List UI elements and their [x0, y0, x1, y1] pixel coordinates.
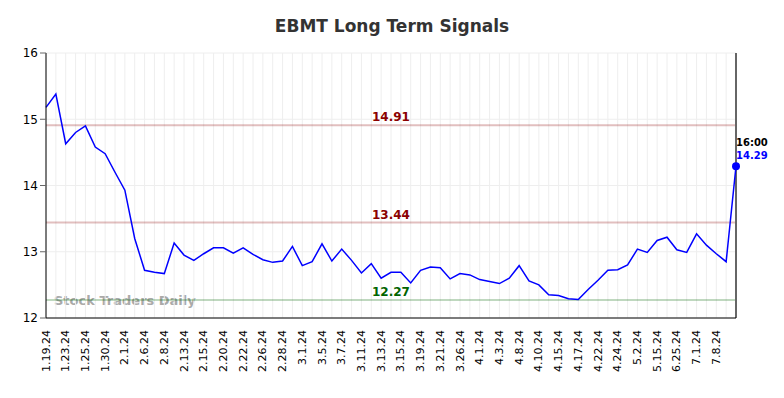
svg-text:2.22.24: 2.22.24 — [237, 330, 250, 372]
svg-text:16: 16 — [23, 46, 38, 60]
svg-text:4.10.24: 4.10.24 — [532, 330, 545, 372]
svg-text:4.24.24: 4.24.24 — [611, 330, 624, 372]
svg-text:15: 15 — [23, 113, 38, 127]
svg-text:5.2.24: 5.2.24 — [631, 330, 644, 365]
svg-text:13.44: 13.44 — [372, 208, 410, 222]
svg-text:7.8.24: 7.8.24 — [710, 330, 723, 365]
svg-text:1.23.24: 1.23.24 — [59, 330, 72, 372]
svg-text:3.21.24: 3.21.24 — [434, 330, 447, 372]
svg-text:14.91: 14.91 — [372, 110, 410, 124]
svg-text:3.1.24: 3.1.24 — [296, 330, 309, 365]
svg-text:4.8.24: 4.8.24 — [513, 330, 526, 365]
svg-text:7.1.24: 7.1.24 — [690, 330, 703, 365]
svg-text:2.8.24: 2.8.24 — [158, 330, 171, 365]
svg-text:4.17.24: 4.17.24 — [572, 330, 585, 372]
html-text:Stock Traders Daily: Stock Traders Daily — [54, 293, 196, 308]
svg-text:2.13.24: 2.13.24 — [178, 330, 191, 372]
svg-text:1.19.24: 1.19.24 — [40, 330, 53, 372]
svg-text:14.29: 14.29 — [736, 150, 768, 161]
svg-text:2.26.24: 2.26.24 — [256, 330, 269, 372]
svg-text:2.1.24: 2.1.24 — [118, 330, 131, 365]
svg-text:4.3.24: 4.3.24 — [493, 330, 506, 365]
svg-text:3.26.24: 3.26.24 — [454, 330, 467, 372]
html-text:EBMT Long Term Signals: EBMT Long Term Signals — [274, 16, 510, 36]
svg-text:3.15.24: 3.15.24 — [394, 330, 407, 372]
svg-text:4.15.24: 4.15.24 — [552, 330, 565, 372]
svg-text:12.27: 12.27 — [372, 285, 410, 299]
svg-text:1.25.24: 1.25.24 — [79, 330, 92, 372]
svg-text:16:00: 16:00 — [736, 137, 768, 148]
svg-text:4.22.24: 4.22.24 — [592, 330, 605, 372]
svg-text:14: 14 — [23, 179, 38, 193]
svg-text:2.6.24: 2.6.24 — [138, 330, 151, 365]
svg-text:2.28.24: 2.28.24 — [276, 330, 289, 372]
svg-text:3.5.24: 3.5.24 — [316, 330, 329, 365]
svg-text:3.11.24: 3.11.24 — [355, 330, 368, 372]
svg-text:1.30.24: 1.30.24 — [99, 330, 112, 372]
svg-text:5.15.24: 5.15.24 — [651, 330, 664, 372]
svg-text:3.7.24: 3.7.24 — [335, 330, 348, 365]
svg-text:4.1.24: 4.1.24 — [473, 330, 486, 365]
svg-text:6.25.24: 6.25.24 — [670, 330, 683, 372]
svg-text:12: 12 — [23, 311, 38, 325]
svg-text:2.20.24: 2.20.24 — [217, 330, 230, 372]
svg-text:3.13.24: 3.13.24 — [375, 330, 388, 372]
svg-text:2.15.24: 2.15.24 — [197, 330, 210, 372]
svg-text:13: 13 — [23, 245, 38, 259]
svg-text:3.19.24: 3.19.24 — [414, 330, 427, 372]
